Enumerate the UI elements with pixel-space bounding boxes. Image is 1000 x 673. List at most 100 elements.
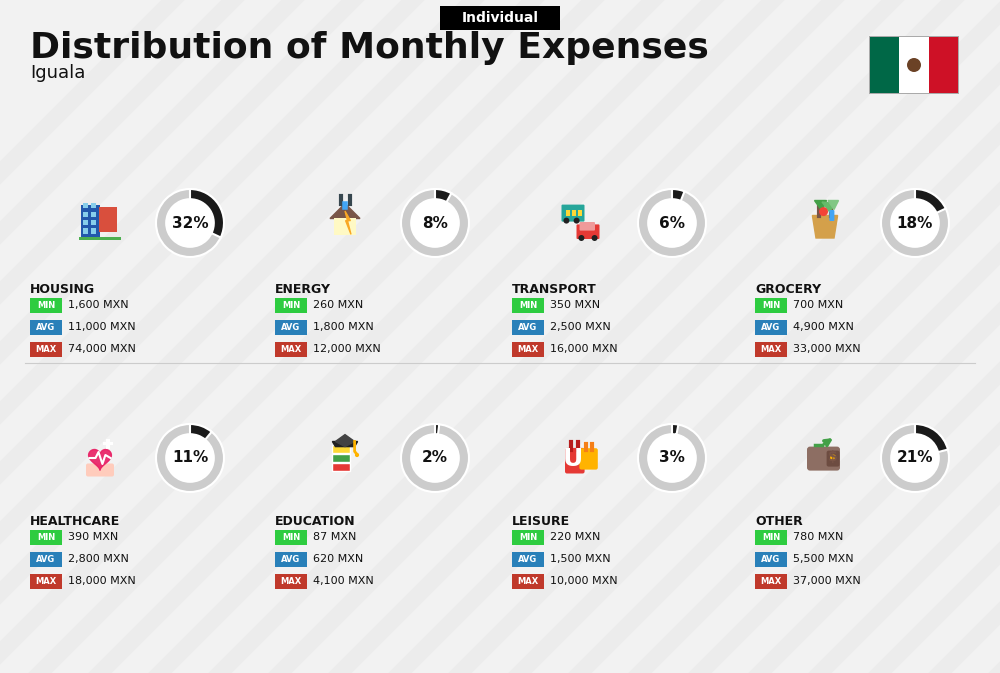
Wedge shape [638,424,706,492]
Text: $: $ [828,450,838,464]
Text: Distribution of Monthly Expenses: Distribution of Monthly Expenses [30,31,709,65]
Text: MAX: MAX [280,345,302,353]
Polygon shape [332,441,358,447]
FancyBboxPatch shape [899,37,929,93]
Wedge shape [156,424,224,492]
FancyBboxPatch shape [332,463,350,470]
Text: MIN: MIN [762,532,780,542]
FancyBboxPatch shape [275,297,307,312]
Text: 1,800 MXN: 1,800 MXN [313,322,374,332]
Circle shape [891,434,939,482]
FancyBboxPatch shape [562,205,584,221]
FancyBboxPatch shape [91,220,96,225]
Text: AVG: AVG [36,322,56,332]
Text: 350 MXN: 350 MXN [550,300,600,310]
FancyBboxPatch shape [275,573,307,588]
Text: 4,900 MXN: 4,900 MXN [793,322,854,332]
Text: AVG: AVG [761,555,781,563]
Polygon shape [89,450,111,470]
FancyBboxPatch shape [829,210,834,221]
Text: 4,100 MXN: 4,100 MXN [313,576,374,586]
Circle shape [578,235,584,241]
Text: MAX: MAX [517,577,539,586]
FancyBboxPatch shape [98,207,116,232]
Text: ENERGY: ENERGY [275,283,331,296]
FancyBboxPatch shape [440,6,560,30]
FancyBboxPatch shape [334,217,356,235]
FancyBboxPatch shape [870,37,899,93]
Text: LEISURE: LEISURE [512,515,570,528]
FancyBboxPatch shape [512,551,544,567]
Circle shape [355,453,359,457]
Text: GROCERY: GROCERY [755,283,821,296]
FancyBboxPatch shape [275,530,307,544]
Text: MAX: MAX [760,577,782,586]
Text: 2,500 MXN: 2,500 MXN [550,322,611,332]
Text: 11,000 MXN: 11,000 MXN [68,322,136,332]
Polygon shape [335,435,355,447]
Text: EDUCATION: EDUCATION [275,515,356,528]
FancyBboxPatch shape [332,454,350,462]
Text: 18,000 MXN: 18,000 MXN [68,576,136,586]
Text: AVG: AVG [281,322,301,332]
Text: HEALTHCARE: HEALTHCARE [30,515,120,528]
FancyBboxPatch shape [91,211,96,217]
Circle shape [819,207,828,216]
Circle shape [830,454,836,460]
Wedge shape [672,424,678,435]
FancyBboxPatch shape [83,228,88,234]
Text: MIN: MIN [519,301,537,310]
Wedge shape [915,189,946,213]
FancyBboxPatch shape [512,530,544,544]
Wedge shape [672,189,685,201]
Wedge shape [190,424,212,439]
Text: Iguala: Iguala [30,64,85,82]
Text: 2,800 MXN: 2,800 MXN [68,554,129,564]
FancyBboxPatch shape [807,447,840,470]
Text: 18%: 18% [897,215,933,230]
FancyBboxPatch shape [91,203,96,209]
Text: 32%: 32% [172,215,208,230]
Text: MIN: MIN [762,301,780,310]
Text: MAX: MAX [517,345,539,353]
Circle shape [411,199,459,247]
Text: 11%: 11% [172,450,208,466]
Text: 1,500 MXN: 1,500 MXN [550,554,611,564]
Polygon shape [812,215,838,238]
Text: 3%: 3% [659,450,685,466]
Polygon shape [822,202,836,211]
FancyBboxPatch shape [572,209,576,215]
Wedge shape [156,189,224,257]
Text: 2%: 2% [422,450,448,466]
FancyBboxPatch shape [566,209,570,215]
Wedge shape [190,189,224,238]
Text: 10,000 MXN: 10,000 MXN [550,576,618,586]
Wedge shape [881,189,949,257]
FancyBboxPatch shape [580,222,595,231]
Text: 1,600 MXN: 1,600 MXN [68,300,129,310]
FancyBboxPatch shape [275,551,307,567]
FancyBboxPatch shape [30,551,62,567]
Wedge shape [401,189,469,257]
FancyBboxPatch shape [578,209,582,215]
Circle shape [907,58,921,72]
Text: MAX: MAX [35,577,57,586]
FancyBboxPatch shape [332,446,350,453]
Text: 780 MXN: 780 MXN [793,532,843,542]
Text: 700 MXN: 700 MXN [793,300,843,310]
Circle shape [592,235,598,241]
Text: 87 MXN: 87 MXN [313,532,356,542]
Circle shape [166,199,214,247]
Text: AVG: AVG [518,555,538,563]
Text: U: U [563,448,583,472]
Polygon shape [345,211,351,234]
FancyBboxPatch shape [565,448,585,474]
FancyBboxPatch shape [103,441,113,446]
FancyBboxPatch shape [80,205,100,238]
FancyBboxPatch shape [30,297,62,312]
Circle shape [563,217,569,223]
Text: 390 MXN: 390 MXN [68,532,118,542]
Text: 37,000 MXN: 37,000 MXN [793,576,861,586]
FancyBboxPatch shape [30,341,62,357]
Circle shape [411,434,459,482]
